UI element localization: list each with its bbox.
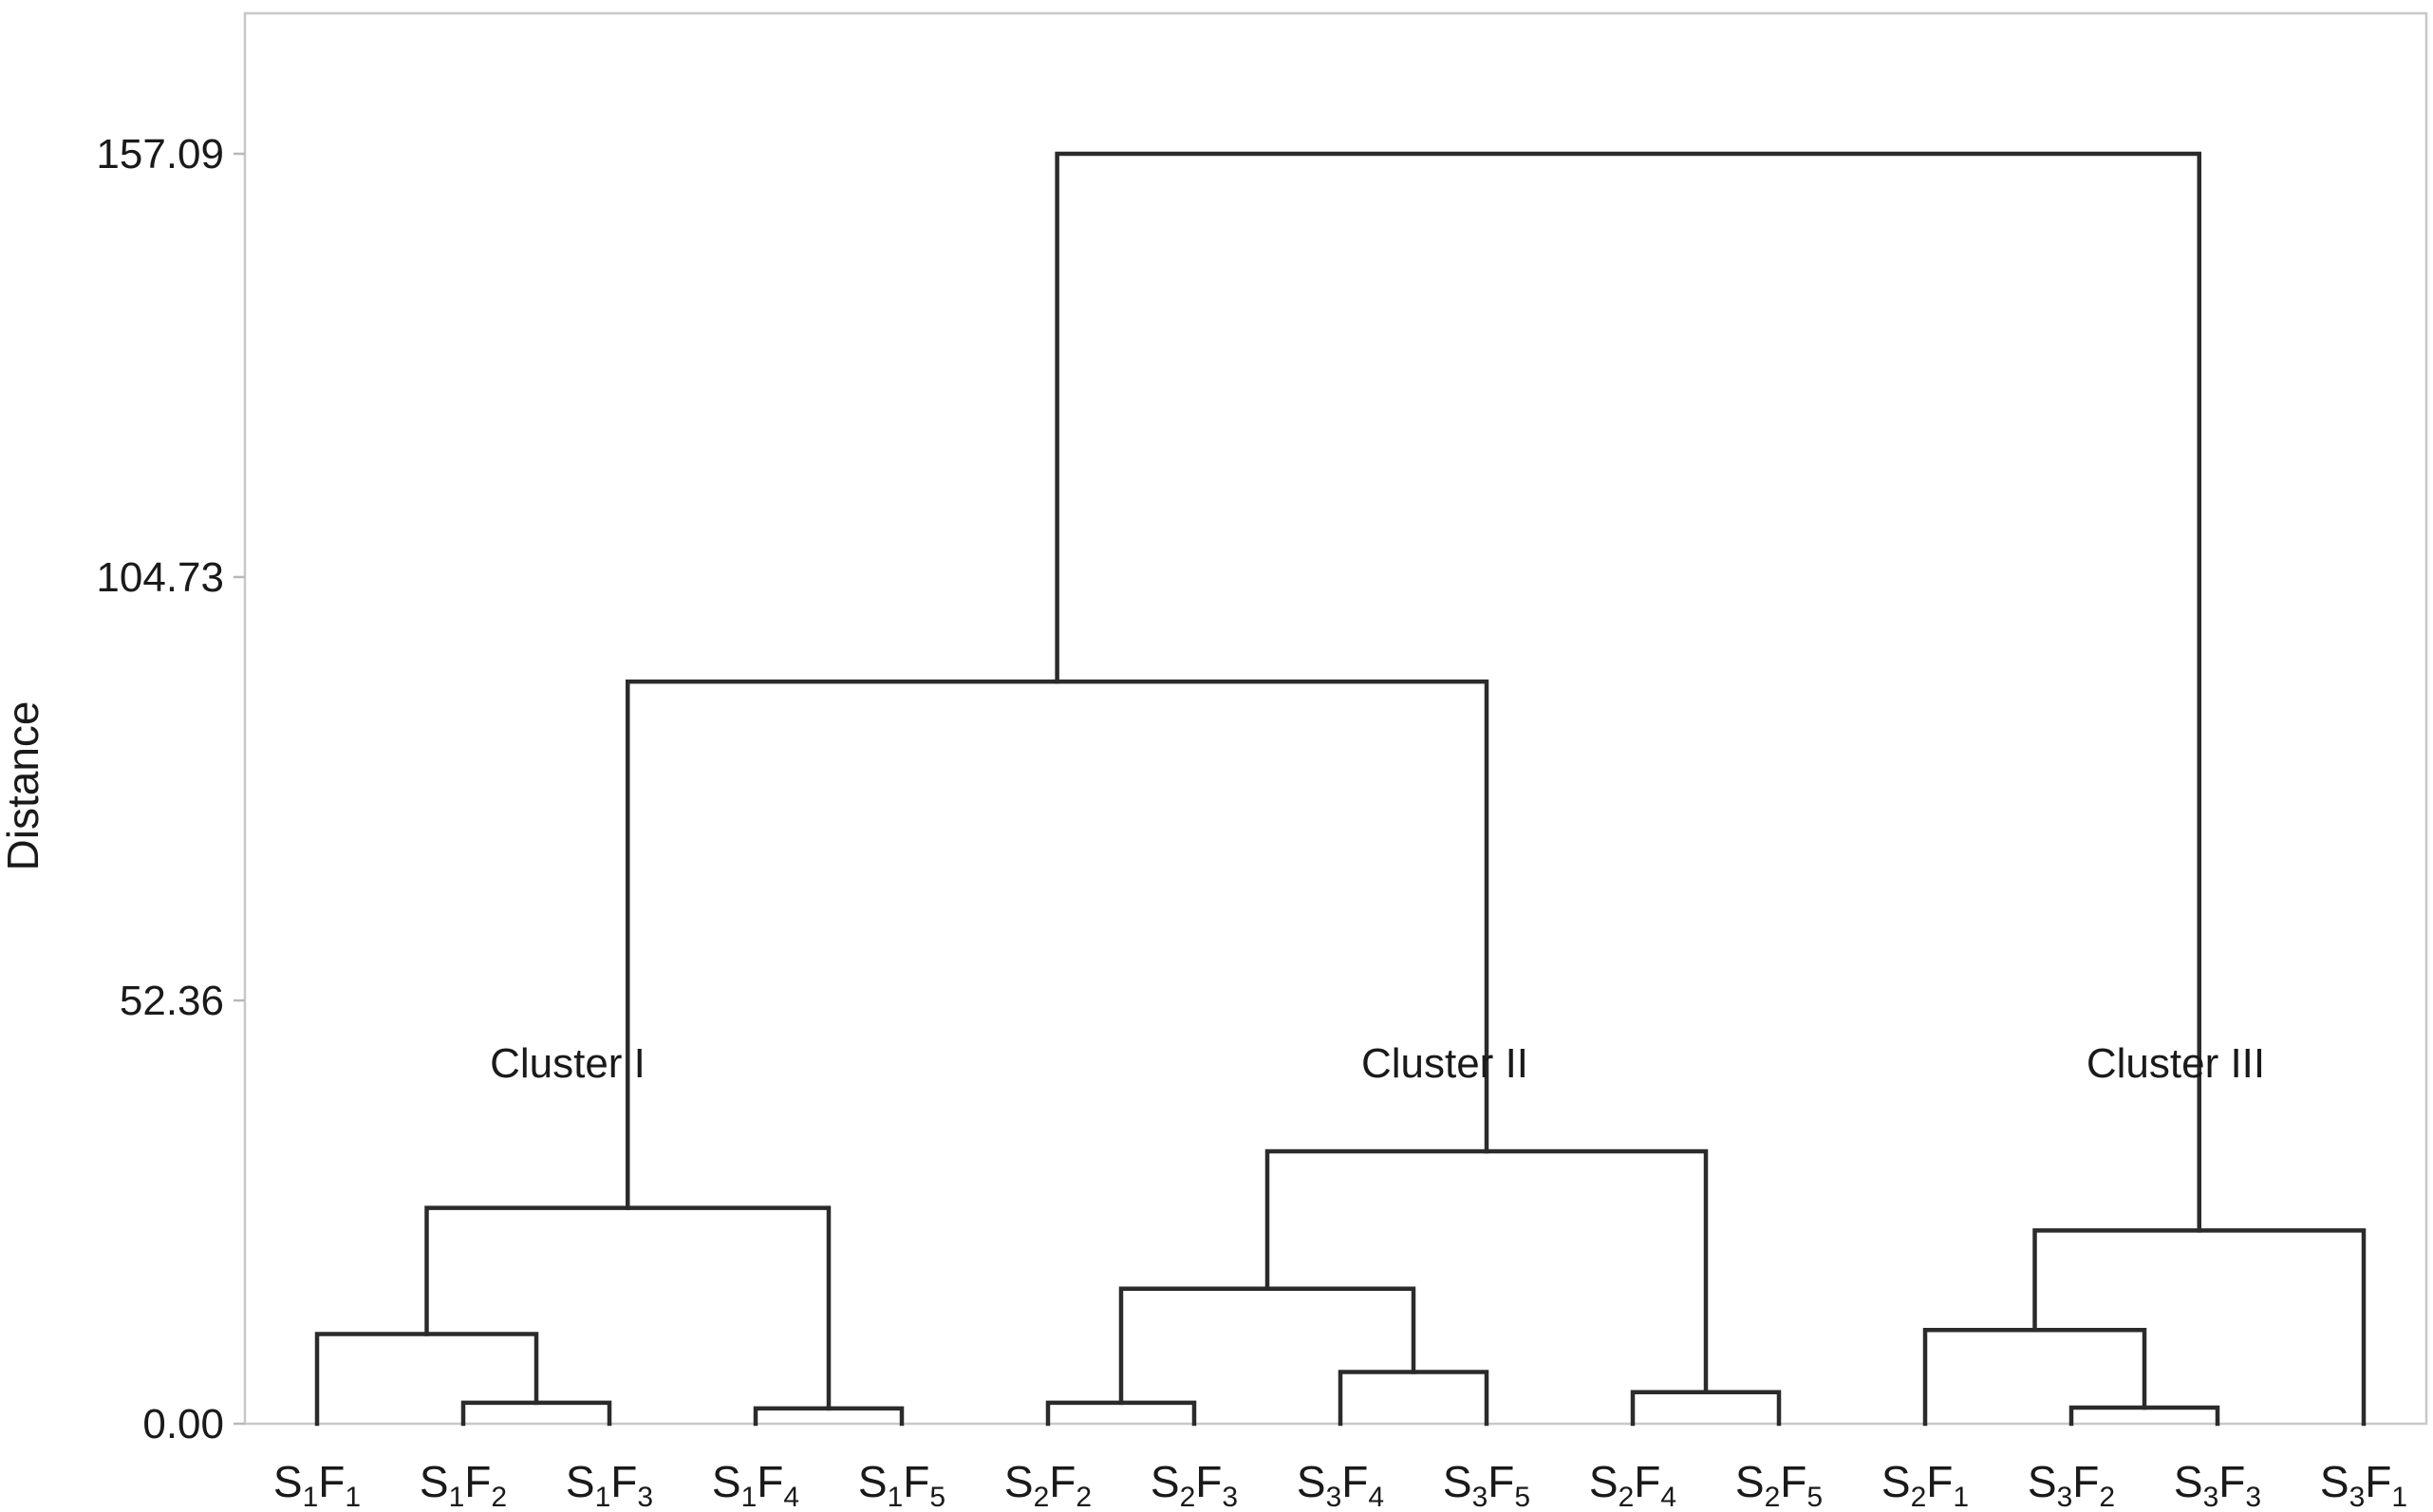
- y-tick-label: 104.73: [96, 554, 224, 601]
- leaf-label: S1F4: [712, 1457, 799, 1512]
- cluster-label: Cluster I: [490, 1040, 646, 1087]
- leaf-label: S2F2: [1004, 1457, 1092, 1512]
- y-axis-title: Distance: [0, 701, 47, 871]
- dendrogram-link: [2068, 1405, 2220, 1427]
- y-axis-ticks: 0.00 52.36 104.73 157.09: [96, 131, 245, 1447]
- dendrogram-link: [1264, 1148, 1709, 1395]
- dendrogram-links: [314, 151, 2367, 1427]
- dendrogram-link: [314, 1332, 539, 1427]
- leaf-label: S2F4: [1589, 1457, 1676, 1512]
- dendrogram-link: [2032, 1228, 2367, 1427]
- leaf-label: S1F5: [858, 1457, 945, 1512]
- leaf-label: S2F5: [1735, 1457, 1823, 1512]
- dendrogram-link: [1055, 151, 2201, 1233]
- leaf-label: S2F3: [1151, 1457, 1238, 1512]
- leaf-label: S1F1: [273, 1457, 361, 1512]
- dendrogram-link: [1045, 1400, 1197, 1427]
- dendrogram-link: [460, 1400, 612, 1427]
- leaf-label: S1F2: [420, 1457, 507, 1512]
- y-tick-label: 0.00: [142, 1401, 224, 1447]
- leaf-label: S1F3: [566, 1457, 653, 1512]
- dendrogram-link: [1338, 1370, 1489, 1427]
- cluster-label: Cluster III: [2087, 1040, 2265, 1087]
- plot-frame: [243, 11, 2428, 1426]
- dendrogram-link: [753, 1406, 905, 1427]
- dendrogram-link: [1118, 1286, 1416, 1406]
- y-tick-label: 157.09: [96, 131, 224, 177]
- leaf-label: S2F1: [1881, 1457, 1969, 1512]
- leaf-label: S3F4: [1297, 1457, 1384, 1512]
- cluster-label: Cluster II: [1361, 1040, 1528, 1087]
- leaf-label: S3F1: [2320, 1457, 2407, 1512]
- leaf-labels: S1F1 S1F2 S1F3 S1F4 S1F5 S2F2 S2F3 S3F4 S3F5 S2F4…: [273, 1457, 2407, 1512]
- leaf-label: S3F5: [1443, 1457, 1530, 1512]
- y-tick-label: 52.36: [120, 978, 224, 1024]
- cluster-labels: Cluster I Cluster II Cluster III: [490, 1040, 2265, 1087]
- dendrogram-link: [424, 1205, 832, 1411]
- leaf-label: S3F2: [2028, 1457, 2115, 1512]
- dendrogram-link: [626, 679, 1489, 1210]
- dendrogram-link: [1630, 1390, 1782, 1427]
- leaf-label: S3F3: [2174, 1457, 2261, 1512]
